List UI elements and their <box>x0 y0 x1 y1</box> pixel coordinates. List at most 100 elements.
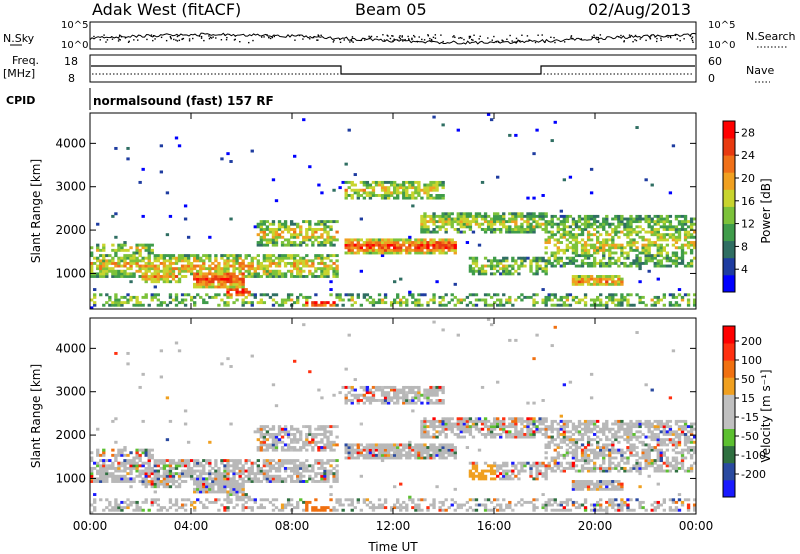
velocity-cell <box>214 459 218 463</box>
power-cell <box>93 275 97 278</box>
power-cell <box>456 217 460 221</box>
power-cell <box>441 212 445 216</box>
velocity-cell <box>420 451 424 455</box>
velocity-cell <box>165 469 170 473</box>
velocity-cell <box>144 466 148 470</box>
power-cell <box>605 264 609 268</box>
velocity-cell <box>435 451 439 455</box>
power-cell <box>429 196 433 200</box>
velocity-cell <box>441 451 445 455</box>
velocity-cell <box>183 472 188 476</box>
power-cell <box>399 251 403 255</box>
velocity-cell <box>411 409 415 413</box>
velocity-cell <box>302 461 306 465</box>
power-cell <box>411 186 415 190</box>
power-cell <box>614 298 618 302</box>
power-cell <box>144 269 148 273</box>
power-cell <box>129 267 133 271</box>
velocity-cell <box>432 320 436 324</box>
velocity-cell <box>502 425 506 429</box>
power-cell <box>350 251 354 255</box>
velocity-cell <box>202 506 206 510</box>
power-cell <box>371 194 376 197</box>
power-cell <box>565 256 570 260</box>
power-cell <box>514 214 518 218</box>
velocity-cell <box>99 480 103 483</box>
power-cell <box>256 241 260 244</box>
velocity-cell <box>138 464 142 468</box>
power-cell <box>108 298 112 302</box>
power-cell <box>517 264 521 268</box>
velocity-cell <box>332 506 336 510</box>
velocity-cell <box>502 477 506 481</box>
power-cell <box>496 227 500 231</box>
velocity-cell <box>174 500 179 504</box>
power-cell <box>141 272 145 276</box>
power-cell <box>605 230 609 234</box>
velocity-cell <box>229 482 233 486</box>
power-cell <box>277 233 282 237</box>
power-cell <box>644 259 648 263</box>
power-cell <box>671 295 676 299</box>
power-cell <box>411 191 415 195</box>
nsearch-point <box>392 35 394 37</box>
power-cell <box>96 248 100 252</box>
power-cell <box>514 225 518 229</box>
velocity-cell <box>547 425 551 429</box>
power-cell <box>283 225 288 229</box>
power-cell <box>377 194 382 197</box>
power-cell <box>496 220 500 224</box>
velocity-cell <box>162 464 167 468</box>
velocity-cell <box>144 500 148 504</box>
velocity-cell <box>432 393 436 397</box>
power-cell <box>583 254 588 258</box>
velocity-cell <box>417 399 421 402</box>
velocity-cell <box>271 480 276 483</box>
velocity-cell <box>414 503 418 507</box>
power-cell <box>105 293 109 297</box>
velocity-cell <box>280 506 285 510</box>
power-cell <box>577 275 582 278</box>
power-cell <box>135 259 139 263</box>
velocity-cell <box>123 506 127 510</box>
velocity-cell <box>547 498 551 502</box>
velocity-cell <box>405 503 409 507</box>
velocity-cell <box>547 464 551 468</box>
nsearch-point <box>165 39 168 42</box>
nsearch-point <box>515 37 518 40</box>
power-cell <box>550 254 554 258</box>
velocity-cell <box>393 396 397 400</box>
power-cell <box>614 293 618 297</box>
power-cell <box>138 251 142 255</box>
power-cell <box>483 298 488 302</box>
nsearch-point <box>649 37 651 39</box>
velocity-cell <box>238 490 242 494</box>
velocity-cell <box>483 474 488 478</box>
velocity-cell <box>311 446 315 449</box>
velocity-cell <box>208 474 212 478</box>
power-cell <box>283 261 288 265</box>
power-cell <box>147 254 151 258</box>
power-cell <box>308 259 312 263</box>
power-cell <box>117 301 121 305</box>
velocity-cell <box>168 477 173 481</box>
power-cell <box>393 251 397 255</box>
power-cell <box>299 241 303 244</box>
velocity-cell <box>159 459 164 463</box>
velocity-cell <box>362 498 367 502</box>
velocity-cell <box>135 464 139 468</box>
velocity-cell <box>332 425 336 429</box>
power-cell <box>141 167 145 171</box>
power-cell <box>293 241 297 244</box>
velocity-cell <box>374 448 379 452</box>
power-cell <box>462 225 467 229</box>
velocity-cell <box>180 506 185 510</box>
power-cell <box>99 254 103 258</box>
power-cell <box>635 259 639 263</box>
power-cell <box>259 222 264 226</box>
nsearch-point <box>509 34 511 37</box>
velocity-cell <box>441 388 445 392</box>
nsearch-point <box>521 34 523 36</box>
velocity-cell <box>420 446 424 449</box>
power-cell <box>199 280 203 284</box>
